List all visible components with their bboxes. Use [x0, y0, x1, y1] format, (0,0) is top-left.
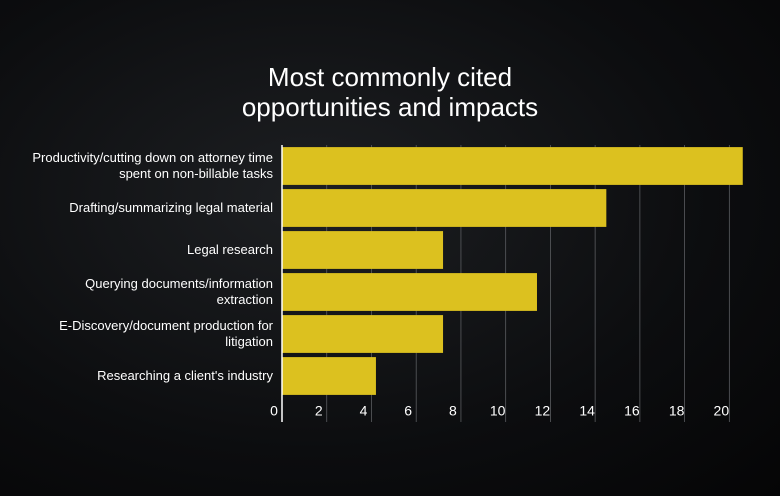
y-tick-label: E-Discovery/document production for liti…	[59, 318, 273, 349]
bar	[282, 273, 537, 311]
x-tick-label: 2	[315, 403, 323, 419]
y-tick-label: Researching a client's industry	[97, 368, 273, 383]
y-tick-label: Legal research	[187, 242, 273, 257]
x-tick-label: 14	[579, 403, 595, 419]
x-tick-label: 16	[624, 403, 640, 419]
y-tick-label: Productivity/cutting down on attorney ti…	[32, 150, 273, 181]
bar	[282, 357, 376, 395]
x-tick-label: 8	[449, 403, 457, 419]
y-tick-label: Drafting/summarizing legal material	[69, 200, 273, 215]
x-tick-label: 12	[535, 403, 551, 419]
x-tick-label: 20	[714, 403, 730, 419]
x-tick-label: 10	[490, 403, 506, 419]
bar	[282, 315, 444, 353]
x-tick-label: 18	[669, 403, 685, 419]
x-tick-label: 4	[360, 403, 368, 419]
x-tick-label: 0	[270, 403, 278, 419]
bar	[282, 231, 444, 269]
bar	[282, 147, 743, 185]
x-tick-label: 6	[404, 403, 412, 419]
chart-title: Most commonly cited opportunities and im…	[241, 62, 539, 122]
bar	[282, 189, 607, 227]
y-tick-label: Querying documents/information extractio…	[85, 276, 273, 307]
